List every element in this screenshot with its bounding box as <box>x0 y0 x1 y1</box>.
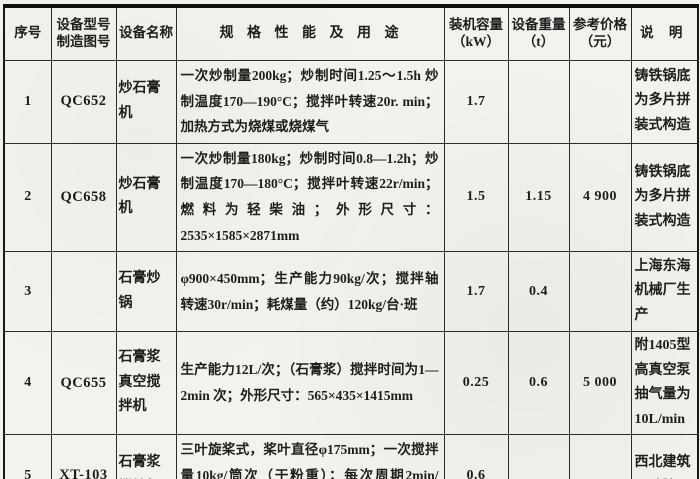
cell-note: 铸铁锅底为多片拼装式构造 <box>630 59 699 144</box>
col-header-name: 设备名称 <box>115 5 177 61</box>
cell-weight <box>507 434 570 479</box>
cell-seq: 1 <box>3 59 52 144</box>
cell-seq: 3 <box>3 251 52 333</box>
col-header-model: 设备型号 制造图号 <box>50 5 117 61</box>
cell-capacity: 1.7 <box>443 59 509 144</box>
cell-capacity: 0.25 <box>443 331 509 436</box>
cell-name: 炒石膏机 <box>115 59 177 144</box>
cell-spec: 一次炒制量180kg；炒制时间0.8—1.2h；炒制温度170—180°C；搅拌… <box>175 142 445 253</box>
cell-capacity: 0.6 <box>443 434 509 479</box>
cell-weight <box>507 59 570 144</box>
cell-weight: 0.4 <box>507 251 570 333</box>
cell-seq: 4 <box>3 331 52 436</box>
col-header-note: 说 明 <box>630 5 699 61</box>
cell-spec: 生产能力12L/次；（石膏浆）搅拌时间为1—2min 次；外形尺寸：565×43… <box>175 331 445 436</box>
equipment-spec-table: 序号 设备型号 制造图号 设备名称 规 格 性 能 及 用 途 装机容量 （kW… <box>3 4 699 479</box>
cell-name: 石膏浆搅拌机 <box>115 434 177 479</box>
cell-model <box>50 251 117 333</box>
cell-name: 炒石膏机 <box>115 142 177 253</box>
cell-price <box>568 59 632 144</box>
cell-capacity: 1.5 <box>443 142 509 253</box>
cell-price <box>568 251 632 333</box>
cell-note: 附1405型高真空泵抽气量为10L/min <box>630 331 699 436</box>
col-header-seq: 序号 <box>3 5 52 61</box>
table-row: 1 QC652 炒石膏机 一次炒制量200kg；炒制时间1.25～1.5h 炒制… <box>3 59 699 144</box>
cell-spec: φ900×450mm；生产能力90kg/次；搅拌轴转速30r/min；耗煤量（约… <box>175 251 445 333</box>
cell-note: 上海东海机械厂生产 <box>630 251 699 333</box>
cell-note: 西北建筑设计院 <box>630 434 699 479</box>
col-header-price: 参考价格 （元） <box>568 5 632 61</box>
cell-seq: 2 <box>3 142 52 253</box>
cell-name: 石膏炒锅 <box>115 251 177 333</box>
cell-model: QC652 <box>50 59 117 144</box>
cell-model: XT-103 <box>50 434 117 479</box>
table-header-row: 序号 设备型号 制造图号 设备名称 规 格 性 能 及 用 途 装机容量 （kW… <box>3 5 699 61</box>
col-header-capacity: 装机容量 （kW） <box>443 5 509 61</box>
cell-capacity: 1.7 <box>443 251 509 333</box>
cell-spec: 一次炒制量200kg；炒制时间1.25～1.5h 炒制温度170—190°C；搅… <box>175 59 445 144</box>
cell-price <box>568 434 632 479</box>
cell-note: 铸铁锅底为多片拼装式构造 <box>630 142 699 253</box>
table-row: 5 XT-103 石膏浆搅拌机 三叶旋桨式，桨叶直径φ175mm；一次搅拌量10… <box>3 434 699 479</box>
cell-spec: 三叶旋桨式，桨叶直径φ175mm；一次搅拌量10kg/筒次（干粉重）；每次周期2… <box>175 434 445 479</box>
cell-seq: 5 <box>3 434 52 479</box>
cell-name: 石膏浆真空搅拌机 <box>115 331 177 436</box>
col-header-weight: 设备重量 （t） <box>507 5 570 61</box>
cell-weight: 1.15 <box>507 142 570 253</box>
table-row: 2 QC658 炒石膏机 一次炒制量180kg；炒制时间0.8—1.2h；炒制温… <box>3 142 699 253</box>
table-row: 3 石膏炒锅 φ900×450mm；生产能力90kg/次；搅拌轴转速30r/mi… <box>3 251 699 333</box>
col-header-spec: 规 格 性 能 及 用 途 <box>175 5 445 61</box>
cell-price: 5 000 <box>568 331 632 436</box>
cell-price: 4 900 <box>568 142 632 253</box>
cell-model: QC655 <box>50 331 117 436</box>
cell-weight: 0.6 <box>507 331 570 436</box>
cell-model: QC658 <box>50 142 117 253</box>
table-row: 4 QC655 石膏浆真空搅拌机 生产能力12L/次；（石膏浆）搅拌时间为1—2… <box>3 331 699 436</box>
